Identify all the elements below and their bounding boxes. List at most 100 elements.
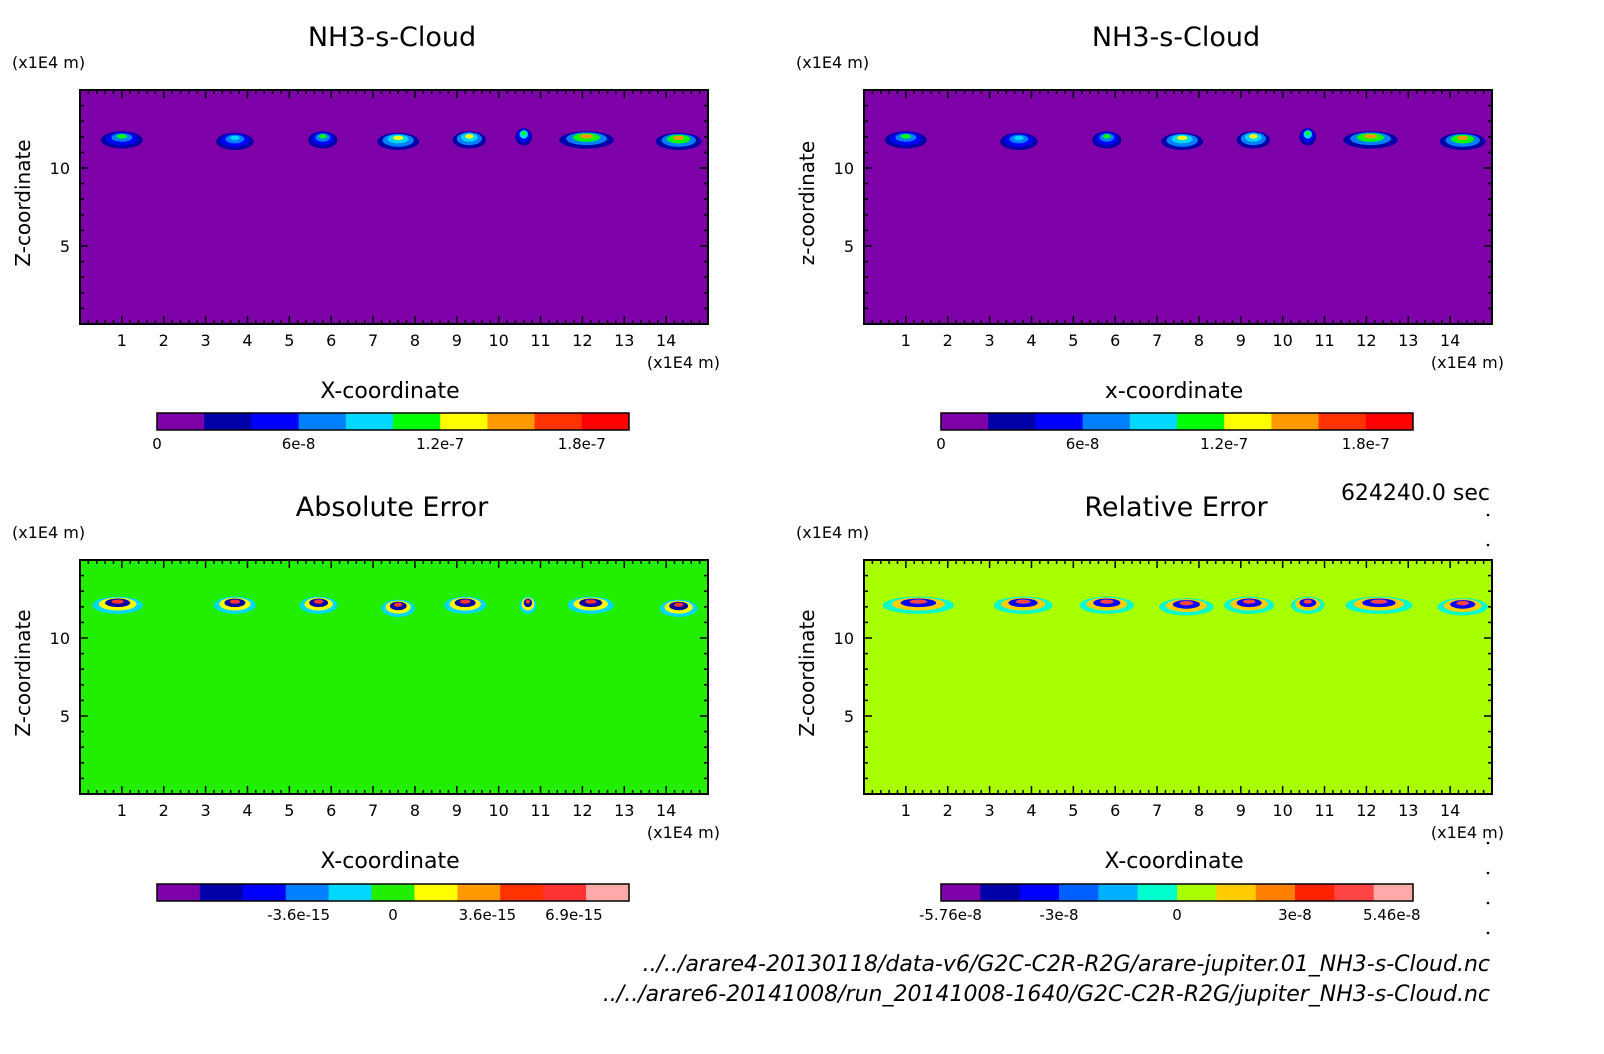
x-axis-unit-label: (x1E4 m) bbox=[647, 353, 720, 372]
x-tick-label: 4 bbox=[242, 331, 252, 350]
colorbar: -5.76e-8 -3e-8 0 3e-8 5.46e-8 bbox=[919, 883, 1421, 924]
chart-title: Relative Error bbox=[1084, 492, 1268, 523]
x-tick-label: 11 bbox=[1314, 801, 1334, 820]
field-features bbox=[884, 128, 1486, 151]
x-tick-label: 7 bbox=[368, 801, 378, 820]
field-contour bbox=[1103, 134, 1111, 139]
x-tick-label: 8 bbox=[410, 801, 420, 820]
x-axis-label: X-coordinate bbox=[320, 849, 459, 874]
field-contour bbox=[230, 135, 240, 141]
x-tick-label: 5 bbox=[1068, 331, 1078, 350]
field-feature bbox=[1345, 596, 1413, 614]
edge-dot bbox=[1486, 841, 1490, 845]
field-contour bbox=[1014, 135, 1024, 141]
field-feature bbox=[519, 596, 537, 614]
plot-frame bbox=[863, 89, 1493, 325]
colorbar-segment bbox=[586, 884, 630, 901]
x-tick-label: 10 bbox=[488, 331, 508, 350]
field-contour bbox=[1303, 599, 1312, 604]
y-tick-label: 5 bbox=[60, 237, 70, 256]
x-axis-unit-label: (x1E4 m) bbox=[1431, 353, 1504, 372]
colorbar-segment bbox=[157, 884, 201, 901]
field-feature bbox=[100, 131, 143, 149]
colorbar-segment bbox=[1082, 413, 1131, 430]
field-feature bbox=[882, 596, 955, 614]
x-tick-label: 14 bbox=[1440, 331, 1460, 350]
field-contour bbox=[1456, 601, 1469, 606]
field-feature bbox=[659, 599, 698, 617]
plot-background bbox=[80, 90, 708, 324]
y-axis-unit-label: (x1E4 m) bbox=[796, 523, 869, 542]
footer-file-path-2: ../../arare6-20141008/run_20141008-1640/… bbox=[602, 982, 1490, 1007]
field-contour bbox=[585, 599, 597, 604]
y-axis-label: z-coordinate bbox=[795, 141, 819, 265]
field-contour bbox=[229, 599, 241, 604]
x-tick-label: 2 bbox=[159, 801, 169, 820]
colorbar-segment bbox=[285, 884, 330, 901]
timestamp-label: 624240.0 sec bbox=[1340, 481, 1490, 506]
field-feature bbox=[1224, 596, 1275, 614]
x-tick-label: 2 bbox=[159, 331, 169, 350]
colorbar-tick-label: -5.76e-8 bbox=[919, 906, 982, 924]
colorbar-segment bbox=[242, 884, 287, 901]
edge-dot bbox=[1486, 871, 1490, 875]
y-axis-unit-label: (x1E4 m) bbox=[12, 53, 85, 72]
colorbar-segment bbox=[988, 413, 1036, 430]
plot-frame bbox=[79, 89, 709, 325]
colorbar-segment bbox=[1365, 413, 1414, 430]
x-tick-label: 11 bbox=[1314, 331, 1334, 350]
colorbar-tick-label: 3.6e-15 bbox=[459, 906, 517, 924]
colorbar-tick-label: 0 bbox=[936, 435, 946, 453]
colorbar-segment bbox=[1137, 884, 1178, 901]
x-tick-label: 5 bbox=[284, 331, 294, 350]
colorbar-segment bbox=[1373, 884, 1414, 901]
chart-title: NH3-s-Cloud bbox=[308, 22, 476, 53]
x-axis-unit-label: (x1E4 m) bbox=[1431, 823, 1504, 842]
field-feature bbox=[993, 596, 1053, 614]
colorbar-segment bbox=[581, 413, 630, 430]
field-contour bbox=[579, 134, 594, 139]
chart-title: Absolute Error bbox=[296, 492, 489, 523]
field-feature bbox=[1092, 131, 1122, 149]
x-tick-label: 1 bbox=[901, 801, 911, 820]
colorbar-frame bbox=[156, 883, 630, 902]
x-tick-label: 7 bbox=[368, 331, 378, 350]
field-feature bbox=[377, 132, 420, 151]
colorbar-segment bbox=[500, 884, 544, 901]
x-axis-label: X-coordinate bbox=[320, 379, 459, 404]
colorbar-segment bbox=[157, 413, 205, 430]
field-feature bbox=[884, 131, 927, 149]
colorbar-tick-label: 1.2e-7 bbox=[1200, 435, 1248, 453]
y-tick-label: 10 bbox=[50, 159, 70, 178]
field-feature bbox=[1437, 598, 1488, 616]
y-tick-label: 10 bbox=[834, 159, 854, 178]
field-contour bbox=[111, 599, 124, 604]
colorbar-segment bbox=[543, 884, 587, 901]
x-axis-unit-label: (x1E4 m) bbox=[647, 823, 720, 842]
y-axis-label: Z-coordinate bbox=[11, 139, 35, 266]
x-tick-label: 12 bbox=[1356, 801, 1376, 820]
field-contour bbox=[313, 599, 324, 604]
colorbar-segment bbox=[1255, 884, 1296, 901]
colorbar-segment bbox=[457, 884, 501, 901]
field-feature bbox=[92, 596, 143, 614]
plot-frame bbox=[79, 559, 709, 795]
x-tick-label: 4 bbox=[1026, 331, 1036, 350]
field-contour bbox=[672, 135, 685, 141]
field-contour bbox=[116, 134, 128, 139]
colorbar-segment bbox=[1059, 884, 1099, 901]
field-features bbox=[92, 596, 698, 617]
colorbar-segment bbox=[1224, 413, 1272, 430]
x-tick-label: 13 bbox=[614, 331, 634, 350]
colorbar-segment bbox=[251, 413, 300, 430]
x-tick-label: 5 bbox=[1068, 801, 1078, 820]
field-contour bbox=[1100, 599, 1114, 604]
plot-background bbox=[80, 560, 708, 794]
edge-dot bbox=[1486, 543, 1490, 547]
colorbar-segment bbox=[204, 413, 252, 430]
colorbar-segment bbox=[534, 413, 583, 430]
field-contour bbox=[1456, 135, 1469, 141]
x-tick-label: 13 bbox=[1398, 801, 1418, 820]
chart-panel-3: Absolute Error(x1E4 m)(x1E4 m)1 2 3 4 5 6 7 8 9 1… bbox=[11, 492, 720, 924]
x-tick-label: 9 bbox=[1236, 331, 1246, 350]
